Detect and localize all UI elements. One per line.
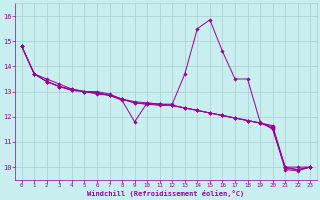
X-axis label: Windchill (Refroidissement éolien,°C): Windchill (Refroidissement éolien,°C) [87, 190, 244, 197]
